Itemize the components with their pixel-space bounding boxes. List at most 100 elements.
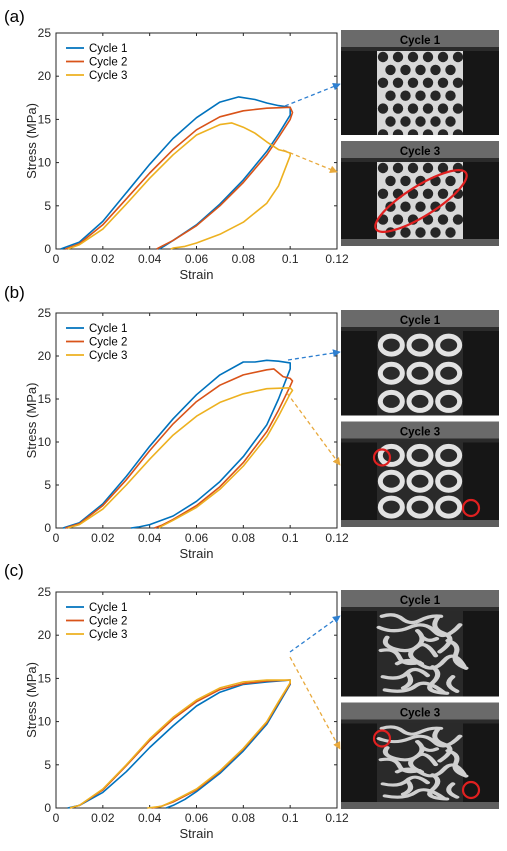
dashed-arrow-to-cycle-1 <box>287 349 341 361</box>
ring-cell <box>435 333 463 357</box>
lattice-hole <box>415 90 426 101</box>
lattice-hole <box>422 77 434 89</box>
labyrinth-stripe <box>420 746 440 752</box>
damage-highlight-circle <box>372 729 392 748</box>
lattice-hole <box>377 51 389 63</box>
lattice-hole <box>377 103 389 114</box>
x-tick-label: 0.02 <box>91 811 115 825</box>
y-tick-label: 10 <box>38 435 52 449</box>
grip-edge <box>341 327 499 331</box>
lattice-hole <box>437 214 449 225</box>
y-tick-label: 15 <box>38 392 52 406</box>
labyrinth-stripe <box>445 749 469 778</box>
lattice-hole <box>407 77 419 89</box>
upper-grip <box>341 702 499 724</box>
chart-a: 0 0.02 0.04 0.06 0.08 0.1 0.12 0 5 10 15 20 25 Strain… <box>24 26 349 282</box>
lattice-hole <box>437 77 449 89</box>
lattice-hole <box>422 162 434 174</box>
photo-c: Cycle 1 Cycle 3 <box>341 590 499 809</box>
y-tick-label: 25 <box>38 26 52 40</box>
labyrinth-stripe <box>427 665 450 695</box>
lattice-hole <box>400 201 411 212</box>
damage-highlight-circle <box>461 498 481 518</box>
annotation-arrows <box>282 82 341 750</box>
lattice-hole <box>452 103 464 114</box>
y-axis-label: Stress (MPa) <box>24 103 39 179</box>
ring-cell <box>377 389 405 413</box>
y-tick-label: 5 <box>44 478 51 492</box>
x-axis-label: Strain <box>180 826 214 841</box>
specimen <box>377 442 463 520</box>
series-line <box>65 106 294 250</box>
dashed-arrow-to-cycle-3 <box>289 656 341 750</box>
lattice-hole <box>430 90 441 101</box>
legend-entry: Cycle 3 <box>89 350 127 362</box>
lattice-hole <box>452 77 464 89</box>
labyrinth-stripe <box>382 635 439 658</box>
y-tick-label: 20 <box>38 69 52 83</box>
lattice-hole <box>392 51 404 63</box>
series-line <box>67 387 294 529</box>
legend-entry: Cycle 1 <box>89 43 127 55</box>
lattice-hole <box>400 64 411 76</box>
lattice-hole <box>407 51 419 63</box>
x-tick-label: 0.06 <box>185 252 209 266</box>
lattice-hole <box>377 188 389 199</box>
photo-a: Cycle 1 Cycle 3 <box>341 30 499 246</box>
lattice-hole <box>445 201 456 212</box>
plot-area <box>55 312 338 529</box>
damage-highlight-circle <box>372 448 392 467</box>
lattice-hole <box>430 116 441 127</box>
labyrinth-stripe <box>420 635 440 642</box>
dashed-arrow-to-cycle-1 <box>284 82 341 107</box>
labyrinth-stripe <box>379 725 444 736</box>
lattice-hole <box>437 188 449 199</box>
legend-entry: Cycle 2 <box>89 616 127 628</box>
lattice-hole <box>437 51 449 63</box>
lattice-hole <box>445 116 456 127</box>
upper-grip <box>341 590 499 611</box>
lattice-hole <box>452 188 464 199</box>
lattice-hole <box>452 214 464 225</box>
x-tick-label: 0.04 <box>138 252 162 266</box>
y-tick-label: 5 <box>44 758 51 772</box>
ring-cell <box>377 361 405 385</box>
lattice-hole <box>385 175 396 187</box>
y-tick-label: 20 <box>38 349 52 363</box>
lattice-hole <box>407 162 419 174</box>
y-tick-label: 25 <box>38 585 52 599</box>
photo-divider <box>341 135 499 141</box>
ring-cell <box>435 469 463 493</box>
y-tick-label: 15 <box>38 671 52 685</box>
upper-grip <box>341 30 499 51</box>
lattice-hole <box>377 77 389 89</box>
labyrinth-stripe <box>400 671 414 690</box>
x-tick-label: 0.12 <box>325 252 349 266</box>
lattice-hole <box>392 162 404 174</box>
panel-label: (b) <box>4 283 25 302</box>
labyrinth-stripe <box>378 757 423 774</box>
x-axis-label: Strain <box>180 267 214 282</box>
ring-cell <box>377 333 405 357</box>
lattice-hole <box>452 162 464 174</box>
ring-cell <box>406 389 434 413</box>
photo-divider <box>341 415 499 422</box>
x-tick-label: 0.02 <box>91 252 115 266</box>
photo-label: Cycle 3 <box>400 146 440 158</box>
ring-cell <box>435 361 463 385</box>
legend-entry: Cycle 3 <box>89 629 127 641</box>
x-tick-label: 0.08 <box>232 811 256 825</box>
panel-b: (b) 0 0.02 0.04 0.06 0.08 0.1 0.12 0 5 10 15 20 25 St… <box>4 283 499 561</box>
lower-grip <box>341 802 499 809</box>
lattice-hole <box>445 227 456 238</box>
lattice-hole <box>415 116 426 127</box>
ring-cell <box>435 443 463 467</box>
legend-entry: Cycle 1 <box>89 602 127 614</box>
plot-area <box>55 32 338 250</box>
lattice-hole <box>392 77 404 89</box>
lattice-hole <box>422 103 434 114</box>
dashed-arrow-to-cycle-3 <box>282 149 338 173</box>
y-tick-label: 10 <box>38 156 52 170</box>
x-tick-label: 0.02 <box>91 531 115 545</box>
